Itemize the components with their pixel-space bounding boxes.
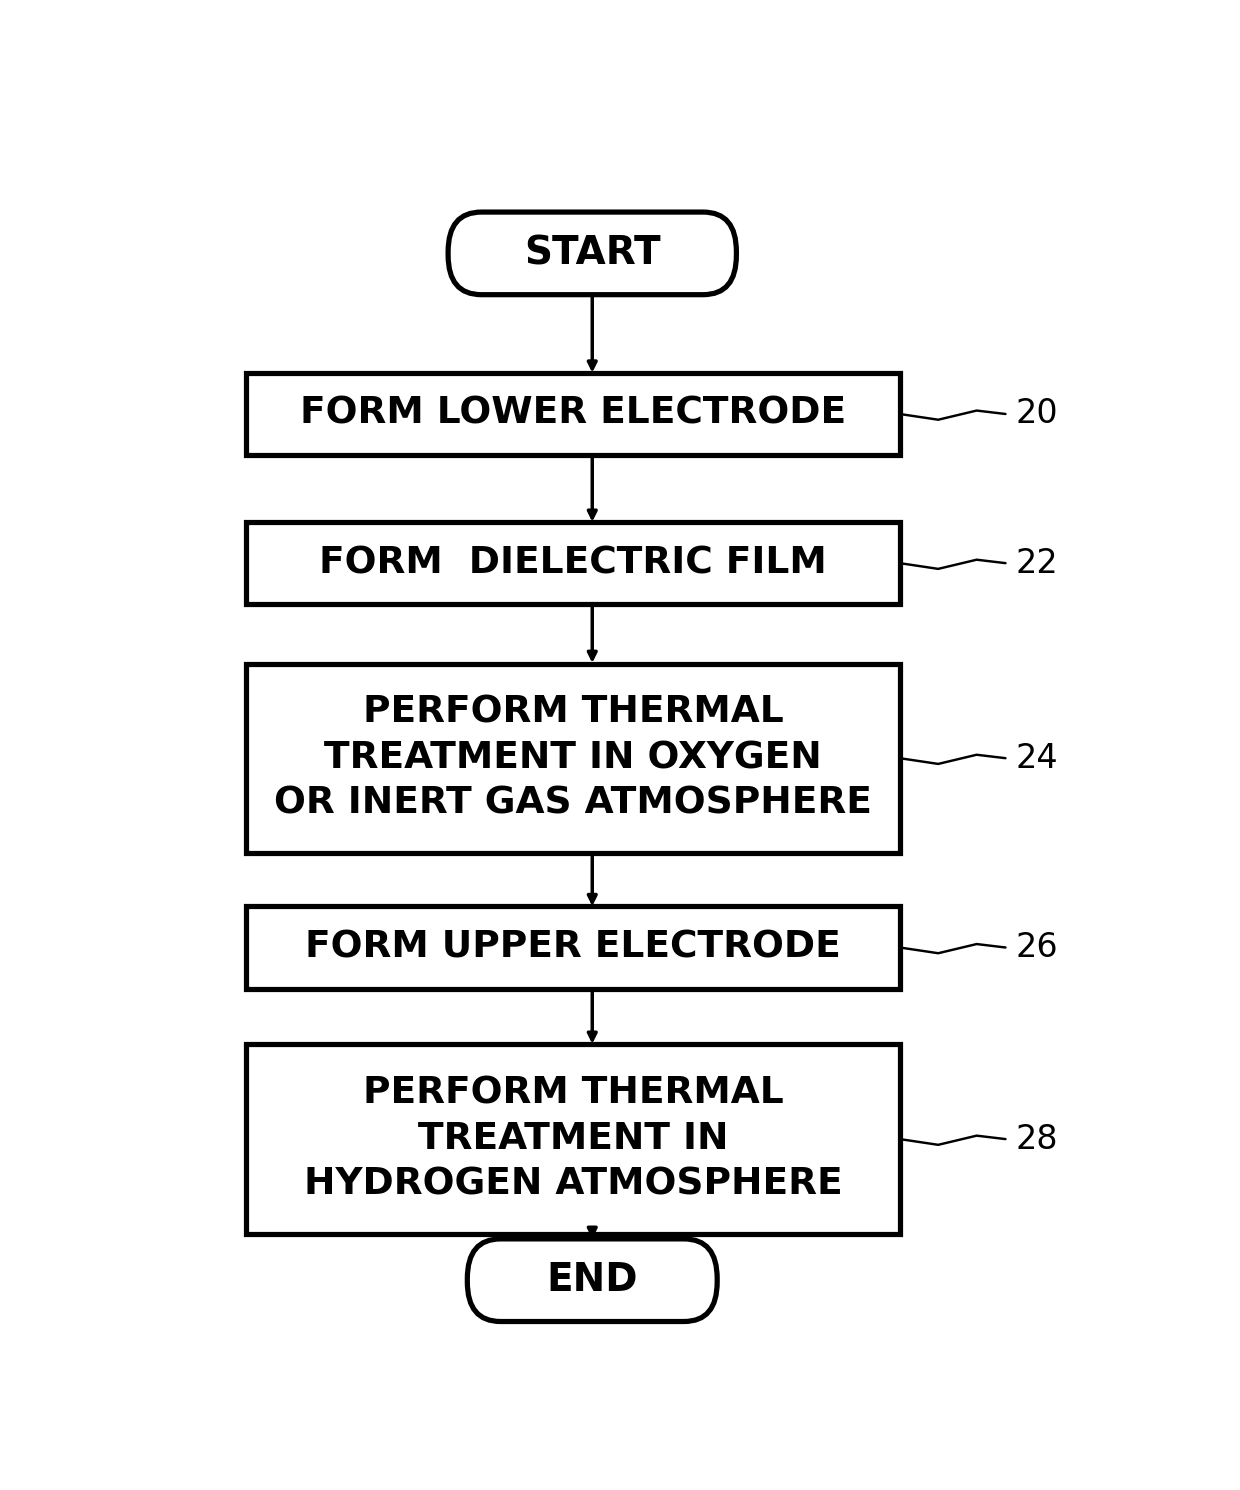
Text: 20: 20 [1016,398,1058,431]
FancyBboxPatch shape [448,212,737,295]
FancyBboxPatch shape [467,1238,717,1322]
Bar [247,1044,900,1234]
Text: FORM UPPER ELECTRODE: FORM UPPER ELECTRODE [305,930,841,966]
Text: 22: 22 [1016,547,1058,580]
Text: START: START [525,234,661,273]
Text: FORM  DIELECTRIC FILM: FORM DIELECTRIC FILM [319,545,827,581]
Text: 24: 24 [1016,742,1058,775]
Text: PERFORM THERMAL
TREATMENT IN OXYGEN
OR INERT GAS ATMOSPHERE: PERFORM THERMAL TREATMENT IN OXYGEN OR I… [274,694,872,822]
Bar [247,522,900,605]
Text: PERFORM THERMAL
TREATMENT IN
HYDROGEN ATMOSPHERE: PERFORM THERMAL TREATMENT IN HYDROGEN AT… [304,1076,842,1202]
Text: 28: 28 [1016,1122,1058,1156]
Bar [247,906,900,989]
Text: FORM LOWER ELECTRODE: FORM LOWER ELECTRODE [300,396,846,432]
Text: 26: 26 [1016,931,1058,964]
Text: END: END [547,1261,639,1299]
Bar [247,663,900,852]
Bar [247,372,900,456]
